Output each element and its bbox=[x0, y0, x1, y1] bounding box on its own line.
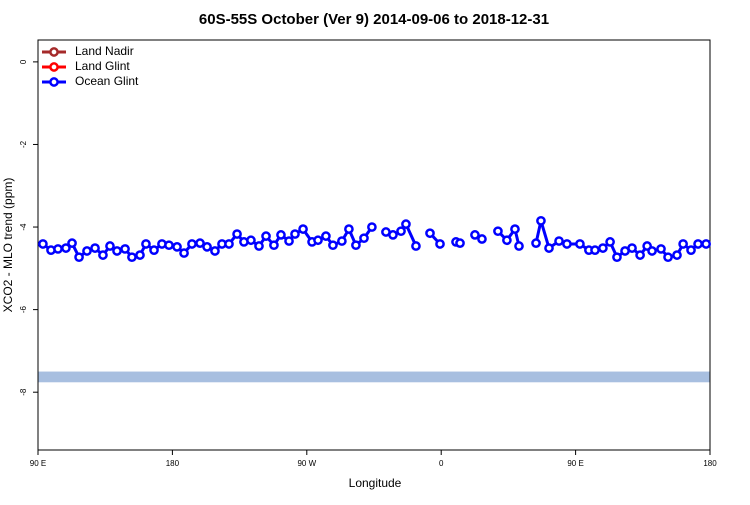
data-point bbox=[510, 224, 520, 234]
y-tick-label: -6 bbox=[19, 306, 28, 314]
data-point bbox=[575, 239, 585, 249]
legend-label: Land Glint bbox=[75, 59, 130, 73]
data-point bbox=[74, 252, 84, 263]
data-point bbox=[701, 239, 711, 249]
data-point bbox=[502, 235, 512, 246]
x-tick-label: 0 bbox=[439, 459, 444, 468]
data-point bbox=[544, 243, 554, 253]
data-point bbox=[401, 219, 411, 229]
data-point bbox=[53, 244, 63, 254]
data-point bbox=[672, 250, 682, 260]
data-point bbox=[67, 238, 77, 248]
data-point bbox=[455, 238, 465, 248]
data-point bbox=[61, 243, 71, 253]
data-point bbox=[246, 235, 256, 246]
reference-band bbox=[38, 371, 710, 383]
data-point bbox=[337, 236, 347, 246]
data-point bbox=[411, 241, 421, 251]
data-point bbox=[261, 231, 271, 241]
data-point bbox=[554, 236, 564, 246]
data-point bbox=[90, 243, 100, 253]
data-point bbox=[693, 239, 703, 249]
data-point bbox=[284, 236, 294, 246]
data-point bbox=[536, 215, 546, 226]
data-point bbox=[38, 239, 48, 249]
data-point bbox=[195, 238, 205, 248]
data-point bbox=[531, 238, 541, 248]
data-point bbox=[149, 245, 159, 256]
data-point bbox=[313, 235, 323, 246]
data-point bbox=[179, 248, 189, 258]
legend-swatch-marker bbox=[49, 77, 59, 87]
y-tick-label: -8 bbox=[19, 388, 28, 396]
data-point bbox=[105, 241, 115, 251]
data-point bbox=[210, 246, 220, 256]
data-point bbox=[686, 245, 696, 256]
data-point bbox=[172, 242, 182, 252]
data-point bbox=[477, 234, 487, 244]
x-tick-label: 90 E bbox=[30, 459, 46, 468]
data-point bbox=[678, 239, 688, 249]
legend-swatch-marker bbox=[49, 62, 59, 72]
data-point bbox=[470, 230, 480, 240]
data-point bbox=[127, 252, 137, 263]
data-point bbox=[276, 230, 286, 240]
data-point bbox=[202, 242, 212, 252]
data-point bbox=[514, 241, 524, 251]
data-point bbox=[269, 240, 279, 251]
data-point bbox=[396, 226, 406, 237]
legend-swatch-marker bbox=[49, 47, 59, 57]
data-point bbox=[627, 243, 637, 253]
y-tick-label: -4 bbox=[19, 223, 28, 231]
data-point bbox=[663, 252, 673, 263]
data-point bbox=[298, 224, 308, 234]
data-point bbox=[590, 245, 600, 256]
data-point bbox=[344, 224, 354, 234]
data-point bbox=[254, 241, 264, 251]
data-point bbox=[112, 246, 122, 256]
data-point bbox=[141, 239, 151, 249]
data-point bbox=[605, 237, 615, 247]
data-point bbox=[612, 252, 622, 263]
data-point bbox=[328, 240, 338, 251]
data-point bbox=[82, 246, 92, 256]
data-point bbox=[120, 244, 130, 254]
data-point bbox=[351, 240, 361, 251]
data-point bbox=[598, 243, 608, 253]
data-point bbox=[656, 244, 666, 254]
data-point bbox=[359, 233, 369, 244]
y-axis-label: XCO2 - MLO trend (ppm) bbox=[1, 178, 15, 313]
x-tick-label: 180 bbox=[703, 459, 717, 468]
x-tick-label: 180 bbox=[166, 459, 180, 468]
data-point bbox=[321, 231, 331, 241]
legend-label: Land Nadir bbox=[75, 44, 134, 58]
x-tick-label: 90 E bbox=[567, 459, 583, 468]
data-point bbox=[562, 239, 572, 249]
data-point bbox=[164, 240, 174, 251]
data-point bbox=[635, 250, 645, 260]
y-tick-label: 0 bbox=[19, 59, 28, 64]
data-point bbox=[388, 230, 398, 240]
chart-title: 60S-55S October (Ver 9) 2014-09-06 to 20… bbox=[199, 11, 549, 28]
legend-label: Ocean Glint bbox=[75, 74, 139, 88]
data-point bbox=[187, 239, 197, 249]
x-axis-label: Longitude bbox=[349, 476, 402, 490]
data-point bbox=[647, 246, 657, 256]
y-tick-label: -2 bbox=[19, 140, 28, 148]
data-point bbox=[98, 250, 108, 260]
data-point bbox=[493, 226, 503, 237]
data-point bbox=[135, 250, 145, 260]
data-point bbox=[367, 222, 377, 232]
data-point bbox=[224, 239, 234, 249]
data-point bbox=[435, 239, 445, 249]
data-point bbox=[425, 228, 435, 239]
data-point bbox=[290, 229, 300, 239]
x-tick-label: 90 W bbox=[297, 459, 316, 468]
data-point bbox=[232, 229, 242, 239]
series-line bbox=[496, 225, 521, 247]
